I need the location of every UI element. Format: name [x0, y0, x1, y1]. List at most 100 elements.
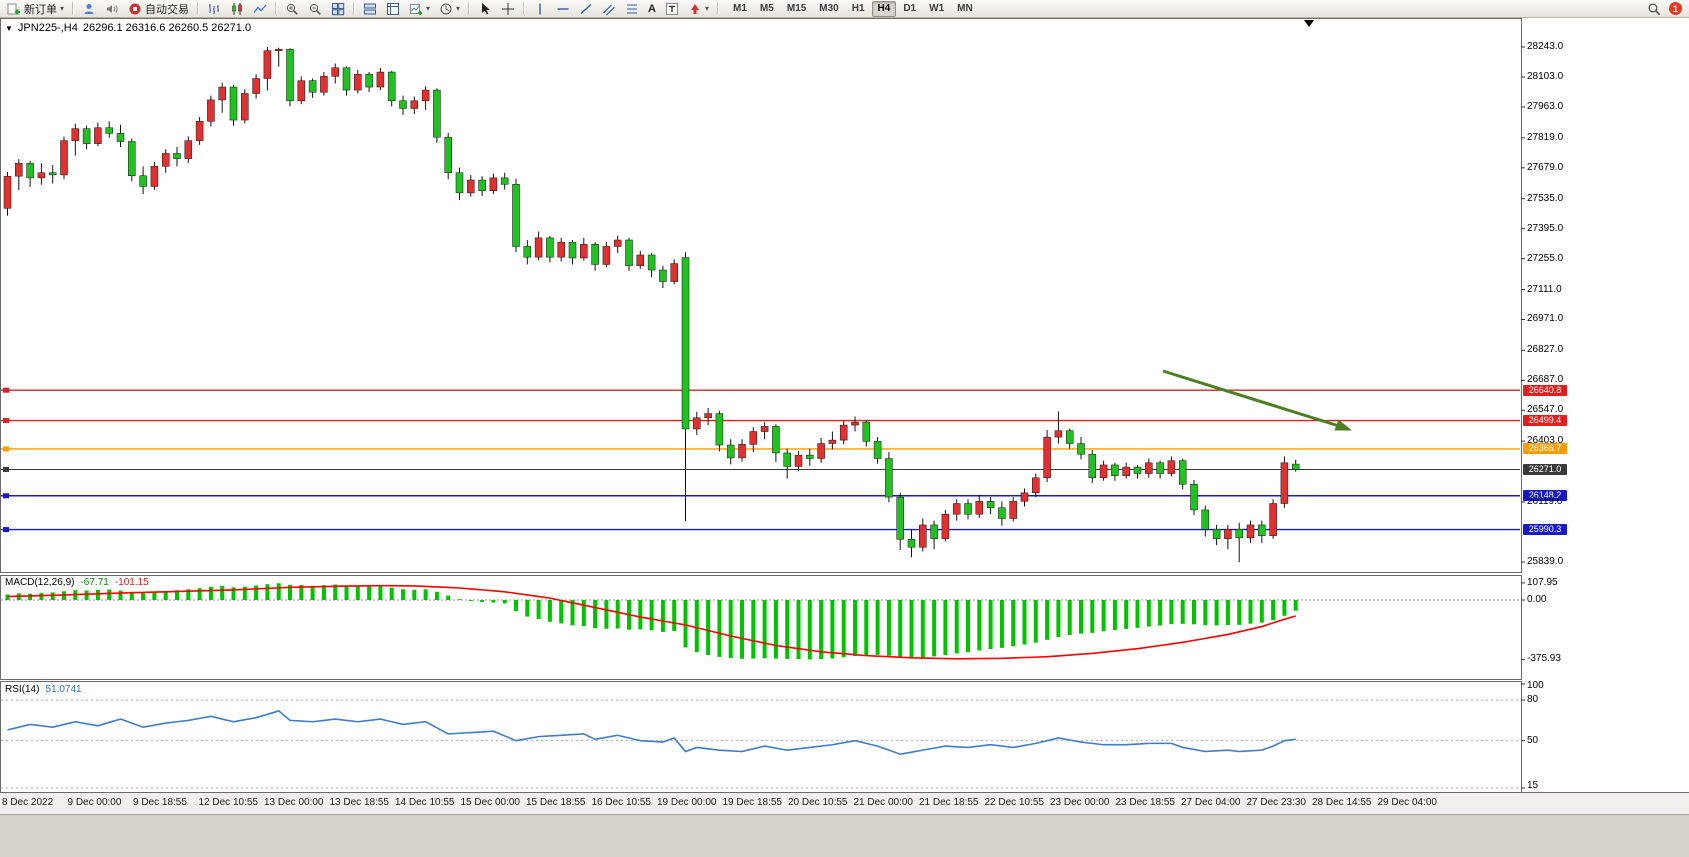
- arrow-object-icon: [691, 3, 699, 14]
- add-indicator-button[interactable]: ▾: [405, 0, 434, 18]
- hline-handle[interactable]: [3, 418, 9, 424]
- text-t-icon: [666, 2, 678, 15]
- cursor-tool-button[interactable]: [474, 0, 496, 18]
- timeframe-d1[interactable]: D1: [903, 2, 917, 14]
- autotrade-label: 自动交易: [145, 3, 190, 16]
- arrange-windows-icon: [364, 3, 377, 14]
- rsi-value: 51.0741: [45, 684, 82, 695]
- horizontal-line-icon: [557, 7, 569, 10]
- notification-badge[interactable]: 1: [1669, 2, 1682, 15]
- ohlc-values: 26296.1 26316.6 26260.5 26271.0: [82, 22, 252, 34]
- trend-arrow[interactable]: [1162, 369, 1352, 431]
- timeframe-mn[interactable]: MN: [957, 2, 973, 14]
- series-end-marker: [1304, 20, 1314, 27]
- new-order-icon: [7, 3, 20, 14]
- channel-icon: [603, 4, 615, 15]
- zoom-out-button[interactable]: [304, 0, 326, 18]
- alerts-button[interactable]: [101, 0, 123, 18]
- fibonacci-tool-button[interactable]: [621, 0, 643, 18]
- tile-windows-button[interactable]: [327, 0, 349, 18]
- hline-handle[interactable]: [3, 466, 9, 472]
- line-chart-icon: [253, 4, 267, 13]
- timeframe-m1[interactable]: M1: [733, 2, 747, 14]
- symbol-period-label: JPN225-,H4: [17, 22, 78, 34]
- arrange-windows-button[interactable]: [359, 0, 381, 18]
- macd-signal-line: [7, 584, 1296, 660]
- timeframe-m5[interactable]: M5: [759, 2, 774, 14]
- macd-panel[interactable]: [0, 575, 1522, 680]
- timeframe-w1[interactable]: W1: [929, 2, 945, 14]
- new-order-button[interactable]: 新订单 ▾: [3, 0, 68, 18]
- candles: [3, 47, 1300, 563]
- autotrade-button[interactable]: 自动交易: [124, 0, 193, 18]
- trendline-tool-button[interactable]: [575, 0, 597, 18]
- new-order-label: 新订单: [24, 3, 57, 16]
- macd-indicator-label: MACD(12,26,9) -67.71 -101.15: [5, 577, 149, 588]
- crosshair-tool-button[interactable]: [497, 0, 519, 18]
- hline-handle[interactable]: [3, 493, 9, 499]
- chevron-down-icon: ▾: [705, 3, 710, 13]
- trendline-icon: [580, 3, 592, 14]
- rsi-indicator-label: RSI(14) 51.0741: [5, 684, 82, 695]
- candlestick-mode-button[interactable]: [226, 0, 248, 18]
- zoom-out-icon: [309, 3, 321, 15]
- chart-title: ▼ JPN225-,H4 26296.1 26316.6 26260.5 262…: [5, 22, 251, 34]
- toolbar-separator: [275, 2, 278, 15]
- bar-chart-mode-button[interactable]: [203, 0, 225, 18]
- data-window-icon: [387, 2, 400, 15]
- toolbar-separator: [523, 2, 526, 15]
- macd-name: MACD(12,26,9): [5, 577, 75, 588]
- channel-tool-button[interactable]: [598, 0, 620, 18]
- search-icon[interactable]: [1647, 2, 1661, 16]
- chevron-down-icon: ▾: [60, 3, 65, 13]
- toolbar-separator: [353, 2, 356, 15]
- toolbar: 新订单 ▾ 自动交易: [0, 0, 1689, 18]
- text-label-tool-button[interactable]: A: [644, 0, 660, 18]
- crosshair-icon: [502, 2, 515, 15]
- zoom-in-icon: [286, 3, 298, 15]
- cycles-button[interactable]: ▾: [435, 0, 464, 18]
- vertical-line-tool-button[interactable]: [529, 0, 551, 18]
- autotrade-icon: [129, 3, 141, 14]
- tile-windows-icon: [332, 2, 345, 15]
- candlestick-icon: [232, 2, 242, 15]
- chevron-down-icon: ▾: [426, 3, 431, 13]
- line-chart-mode-button[interactable]: [249, 0, 271, 18]
- zoom-in-button[interactable]: [281, 0, 303, 18]
- hline-handle[interactable]: [3, 387, 9, 393]
- rsi-line: [7, 710, 1296, 756]
- toolbar-separator: [197, 2, 200, 15]
- profile-button[interactable]: [78, 0, 100, 18]
- rsi-panel[interactable]: [0, 681, 1522, 793]
- toolbar-right-group: 1: [1647, 2, 1686, 16]
- timeframe-h1[interactable]: H1: [851, 2, 865, 14]
- arrows-tool-button[interactable]: ▾: [684, 0, 713, 18]
- hline-handle[interactable]: [3, 527, 9, 533]
- cycles-icon: [440, 3, 452, 14]
- hline-handle[interactable]: [3, 446, 9, 452]
- rsi-name: RSI(14): [5, 684, 40, 695]
- chevron-down-icon: ▾: [456, 3, 461, 13]
- notification-count: 1: [1672, 3, 1678, 14]
- text-a-icon: A: [648, 2, 656, 15]
- timeframe-toolbar: M1 M5 M15 M30 H1 H4 D1 W1 MN: [727, 0, 979, 17]
- toolbar-separator: [72, 2, 75, 15]
- timeframe-m30[interactable]: M30: [819, 2, 839, 14]
- data-window-button[interactable]: [382, 0, 404, 18]
- profile-icon: [84, 3, 94, 14]
- fibonacci-icon: [627, 3, 638, 14]
- macd-signal-value: -101.15: [114, 577, 149, 588]
- chart-menu-icon[interactable]: ▼: [5, 23, 13, 33]
- add-indicator-icon: [410, 3, 423, 15]
- horizontal-line-tool-button[interactable]: [552, 0, 574, 18]
- timeframe-h4[interactable]: H4: [871, 0, 897, 17]
- toolbar-separator: [468, 2, 471, 15]
- bar-chart-icon: [209, 3, 220, 14]
- text-tool-button[interactable]: [661, 0, 683, 18]
- speaker-icon: [107, 4, 118, 13]
- timeframe-m15[interactable]: M15: [786, 2, 807, 14]
- vertical-line-icon: [539, 3, 541, 14]
- main-chart-panel[interactable]: [0, 18, 1522, 573]
